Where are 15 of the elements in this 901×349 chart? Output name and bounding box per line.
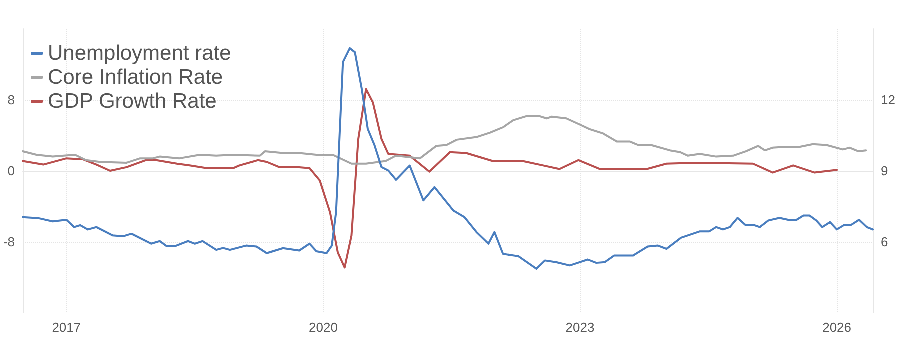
line-series xyxy=(22,88,838,269)
x-tick-label: 2026 xyxy=(822,320,852,335)
y2-tick-label: 6 xyxy=(881,234,888,250)
line-series xyxy=(22,114,868,165)
y2-tick-label: 9 xyxy=(881,164,888,178)
legend-label: Unemployment rate xyxy=(48,42,232,65)
legend-label: Core Inflation Rate xyxy=(48,66,224,89)
y-tick-label: 8 xyxy=(8,92,15,108)
x-tick-label: 2023 xyxy=(566,320,595,335)
y-tick-label: -8 xyxy=(3,234,15,250)
y-tick-label: 0 xyxy=(8,164,15,178)
x-tick-label: 2020 xyxy=(308,320,338,335)
x-tick-label: 2017 xyxy=(52,320,82,335)
y2-tick-label: 12 xyxy=(881,92,896,108)
legend-label: GDP Growth Rate xyxy=(48,90,217,113)
